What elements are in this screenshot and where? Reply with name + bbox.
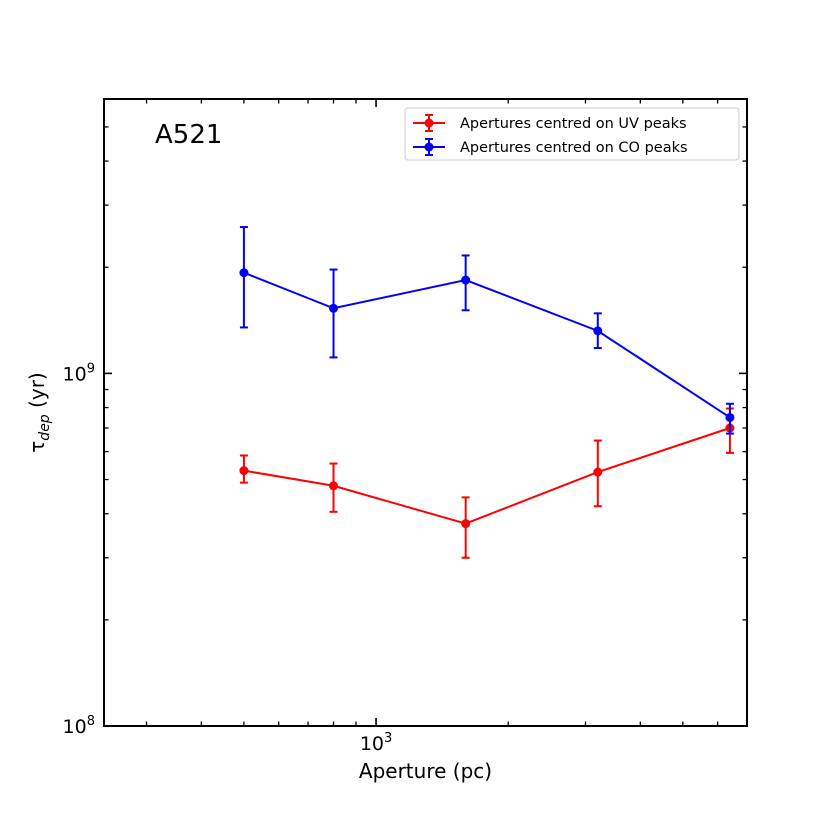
legend-label: Apertures centred on CO peaks [460,140,688,156]
ticks: 103 108 109 [63,98,748,755]
data-point [239,466,249,476]
plot-frame [103,98,748,727]
y-axis-title-base: τ [25,441,49,453]
data-point [239,268,249,278]
series-uv-peaks [239,407,735,559]
data-point [725,412,735,422]
data-point [461,519,471,529]
legend-label: Apertures centred on UV peaks [460,116,687,132]
series-co-peaks [239,226,735,435]
legend-marker [424,142,434,152]
panel-label: A521 [155,120,222,150]
data-point [329,303,339,313]
series-line [243,271,731,419]
legend: Apertures centred on UV peaks Apertures c… [404,107,740,161]
legend-box [404,107,740,161]
x-tick-label: 103 [360,731,392,755]
data-point [329,481,339,491]
y-tick-label: 109 [63,361,95,385]
data-point [461,275,471,285]
data-point [593,326,603,336]
x-axis-title: Aperture (pc) [359,759,492,783]
legend-marker [424,118,434,128]
y-axis-title: τdep (yr) [25,372,53,452]
series-line [243,427,731,525]
y-axis-title-subscript: dep [37,414,53,441]
series-layer [239,226,735,559]
y-tick-label: 108 [63,714,95,738]
y-axis-title-suffix: (yr) [25,372,49,414]
data-point [593,467,603,477]
